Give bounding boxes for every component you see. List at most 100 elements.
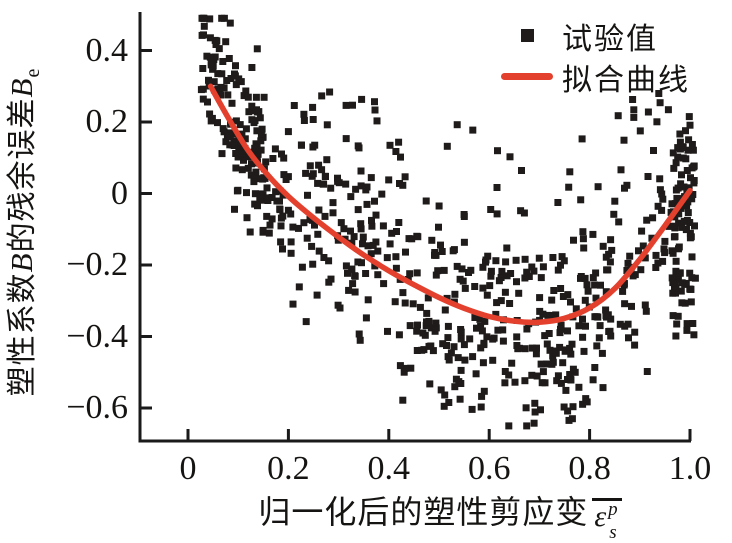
scatter-point	[483, 291, 491, 299]
scatter-point	[557, 325, 564, 333]
scatter-point	[675, 210, 683, 218]
scatter-point	[351, 272, 359, 280]
scatter-point	[203, 52, 211, 60]
scatter-point	[685, 113, 693, 121]
scatter-point	[363, 183, 371, 191]
scatter-point	[327, 184, 335, 192]
x-tick-label: 0	[179, 450, 197, 487]
scatter-point	[321, 212, 329, 220]
scatter-point	[315, 161, 323, 169]
scatter-point	[295, 224, 302, 232]
x-tick-label: 0.8	[568, 450, 611, 487]
scatter-point	[298, 141, 305, 149]
scatter-point	[593, 342, 601, 350]
scatter-point	[223, 77, 231, 84]
scatter-point	[690, 162, 698, 170]
scatter-point	[505, 371, 513, 379]
scatter-point	[368, 216, 375, 224]
scatter-point	[674, 275, 682, 283]
scatter-point	[457, 335, 465, 343]
scatter-point	[364, 242, 372, 250]
scatter-point	[525, 273, 533, 280]
scatter-point	[570, 236, 577, 244]
scatter-point	[219, 58, 227, 65]
scatter-point	[594, 183, 602, 191]
scatter-point	[670, 233, 678, 241]
scatter-point	[386, 141, 394, 149]
epsilon-subscript-s: s	[609, 521, 618, 543]
scatter-point	[537, 274, 545, 282]
scatter-point	[507, 270, 515, 277]
scatter-point	[641, 254, 649, 262]
scatter-point	[548, 360, 556, 368]
scatter-point	[441, 306, 449, 314]
scatter-point	[409, 300, 417, 308]
scatter-point	[559, 293, 567, 300]
x-tick-label: 0.4	[367, 450, 411, 487]
scatter-point	[228, 141, 236, 149]
scatter-point	[678, 299, 686, 307]
scatter-point	[367, 174, 375, 182]
scatter-point	[359, 240, 366, 248]
scatter-point	[441, 391, 449, 399]
scatter-point	[423, 318, 430, 326]
scatter-point	[295, 283, 303, 291]
scatter-point	[543, 360, 550, 368]
scatter-point	[357, 167, 365, 175]
scatter-point	[675, 245, 682, 253]
scatter-point	[421, 331, 429, 339]
scatter-point	[674, 184, 682, 192]
scatter-point	[242, 125, 250, 133]
scatter-point	[432, 251, 440, 259]
scatter-point	[661, 237, 669, 245]
scatter-point	[257, 130, 265, 138]
scatter-point	[649, 214, 657, 222]
scatter-point	[424, 294, 432, 302]
scatter-point	[621, 184, 628, 192]
scatter-point	[557, 379, 565, 387]
scatter-point	[208, 114, 216, 122]
scatter-point	[558, 253, 566, 261]
scatter-point	[467, 266, 475, 274]
scatter-point	[536, 294, 544, 302]
scatter-point	[687, 298, 695, 306]
scatter-point	[503, 244, 511, 252]
scatter-point	[206, 110, 214, 118]
scatter-point	[473, 324, 480, 332]
scatter-point	[607, 236, 615, 244]
scatter-point	[259, 175, 267, 183]
scatter-point	[406, 322, 414, 330]
scatter-point	[686, 121, 694, 129]
scatter-point	[638, 227, 646, 235]
scatter-point	[545, 330, 553, 337]
scatter-point	[371, 262, 379, 270]
scatter-point	[457, 380, 465, 387]
scatter-point	[484, 252, 492, 260]
scatter-point	[371, 197, 378, 205]
scatter-point	[533, 344, 540, 352]
scatter-point	[599, 242, 607, 250]
scatter-point	[279, 245, 286, 253]
scatter-point	[676, 269, 684, 277]
scatter-point	[323, 121, 331, 129]
scatter-point	[537, 360, 545, 368]
scatter-point	[320, 180, 328, 188]
scatter-point	[326, 88, 334, 96]
scatter-point	[678, 279, 686, 287]
scatter-point	[549, 254, 557, 261]
scatter-point	[232, 164, 240, 172]
x-axis-title-text: 归一化后的塑性剪应变	[258, 494, 589, 530]
scatter-point	[427, 342, 435, 350]
scatter-point	[345, 286, 353, 294]
scatter-point	[673, 320, 681, 328]
scatter-point	[321, 172, 329, 180]
scatter-point	[621, 300, 629, 308]
scatter-point	[323, 156, 331, 164]
scatter-point	[214, 70, 222, 78]
scatter-point	[439, 340, 447, 348]
scatter-point	[523, 268, 531, 276]
scatter-point	[272, 188, 280, 196]
scatter-point	[298, 263, 306, 271]
scatter-point	[568, 415, 576, 423]
